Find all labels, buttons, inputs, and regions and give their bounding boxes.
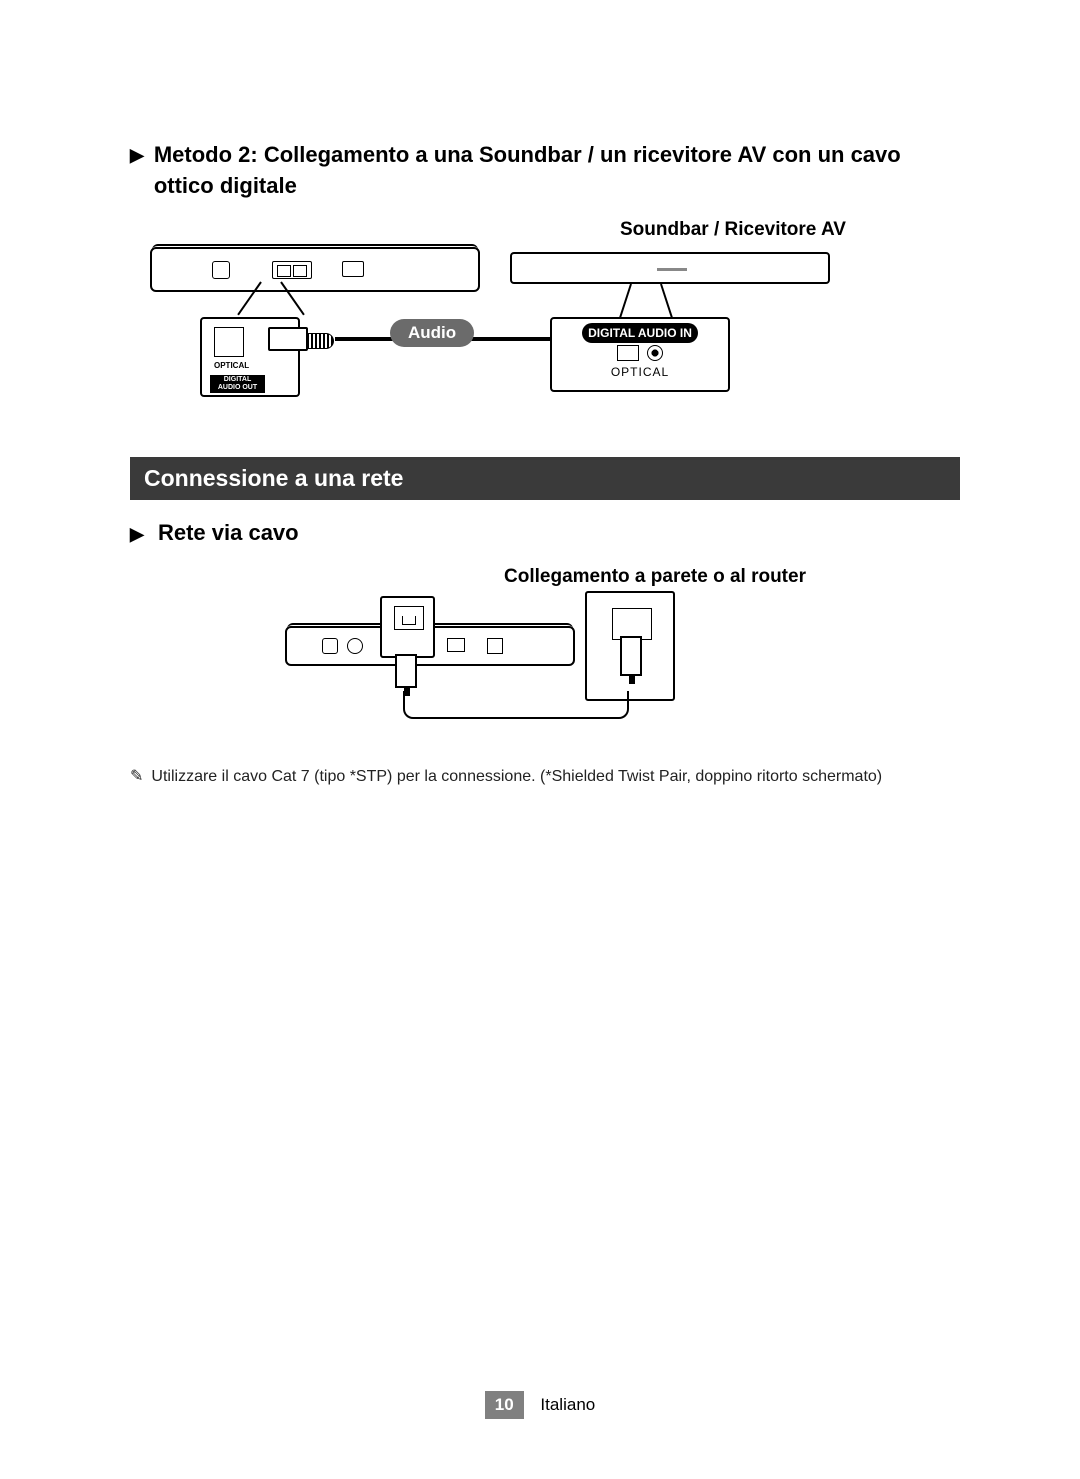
rear-port-icon <box>322 638 338 654</box>
router-label: Collegamento a parete o al router <box>350 566 960 588</box>
section-bar-network: Connessione a una rete <box>130 457 960 500</box>
method-heading-text: Metodo 2: Collegamento a una Soundbar / … <box>154 140 960 202</box>
player-port-2 <box>272 261 312 279</box>
rear-port-icon <box>487 638 503 654</box>
digital-audio-in-header: DIGITAL AUDIO IN <box>582 323 698 343</box>
optical-label: OPTICAL <box>214 361 249 370</box>
ethernet-cable <box>403 691 629 719</box>
player-port-1 <box>212 261 230 279</box>
page-number: 10 <box>485 1391 524 1419</box>
optical-connection-diagram: Soundbar / Ricevitore AV OPTICAL DIGITAL… <box>130 227 960 417</box>
rear-port-icon <box>347 638 363 654</box>
note-bullet-icon: ✎ <box>130 766 143 788</box>
cable-plug-left <box>268 327 308 351</box>
sub-heading-wired: ▶ Rete via cavo <box>130 520 960 546</box>
ethernet-port-callout <box>380 596 435 658</box>
digital-audio-in-callout: DIGITAL AUDIO IN OPTICAL <box>550 317 730 392</box>
note-text: Utilizzare il cavo Cat 7 (tipo *STP) per… <box>151 766 882 788</box>
sub-heading-text: Rete via cavo <box>158 520 299 545</box>
wired-network-diagram <box>285 596 805 736</box>
triangle-icon: ▶ <box>130 140 144 168</box>
digital-audio-out-label: DIGITAL AUDIO OUT <box>210 375 265 392</box>
callout-line <box>660 283 673 317</box>
ethernet-plug-icon <box>395 654 417 688</box>
cable-note: ✎ Utilizzare il cavo Cat 7 (tipo *STP) p… <box>130 766 960 788</box>
audio-pill: Audio <box>390 319 474 347</box>
page-footer: 10 Italiano <box>0 1391 1080 1419</box>
callout-line <box>619 283 632 317</box>
player-device <box>150 247 480 292</box>
optical-in-label: OPTICAL <box>552 365 728 379</box>
page-language: Italiano <box>540 1395 595 1414</box>
rear-port-icon <box>447 638 465 652</box>
soundbar-device <box>510 252 830 284</box>
port-rect-icon <box>617 345 639 361</box>
player-port-3 <box>342 261 364 277</box>
ethernet-plug-icon <box>620 636 642 676</box>
optical-port-icon <box>214 327 244 357</box>
method-heading: ▶ Metodo 2: Collegamento a una Soundbar … <box>130 140 960 202</box>
triangle-icon: ▶ <box>130 524 144 544</box>
port-circle-icon <box>647 345 663 361</box>
soundbar-label: Soundbar / Ricevitore AV <box>620 219 846 241</box>
